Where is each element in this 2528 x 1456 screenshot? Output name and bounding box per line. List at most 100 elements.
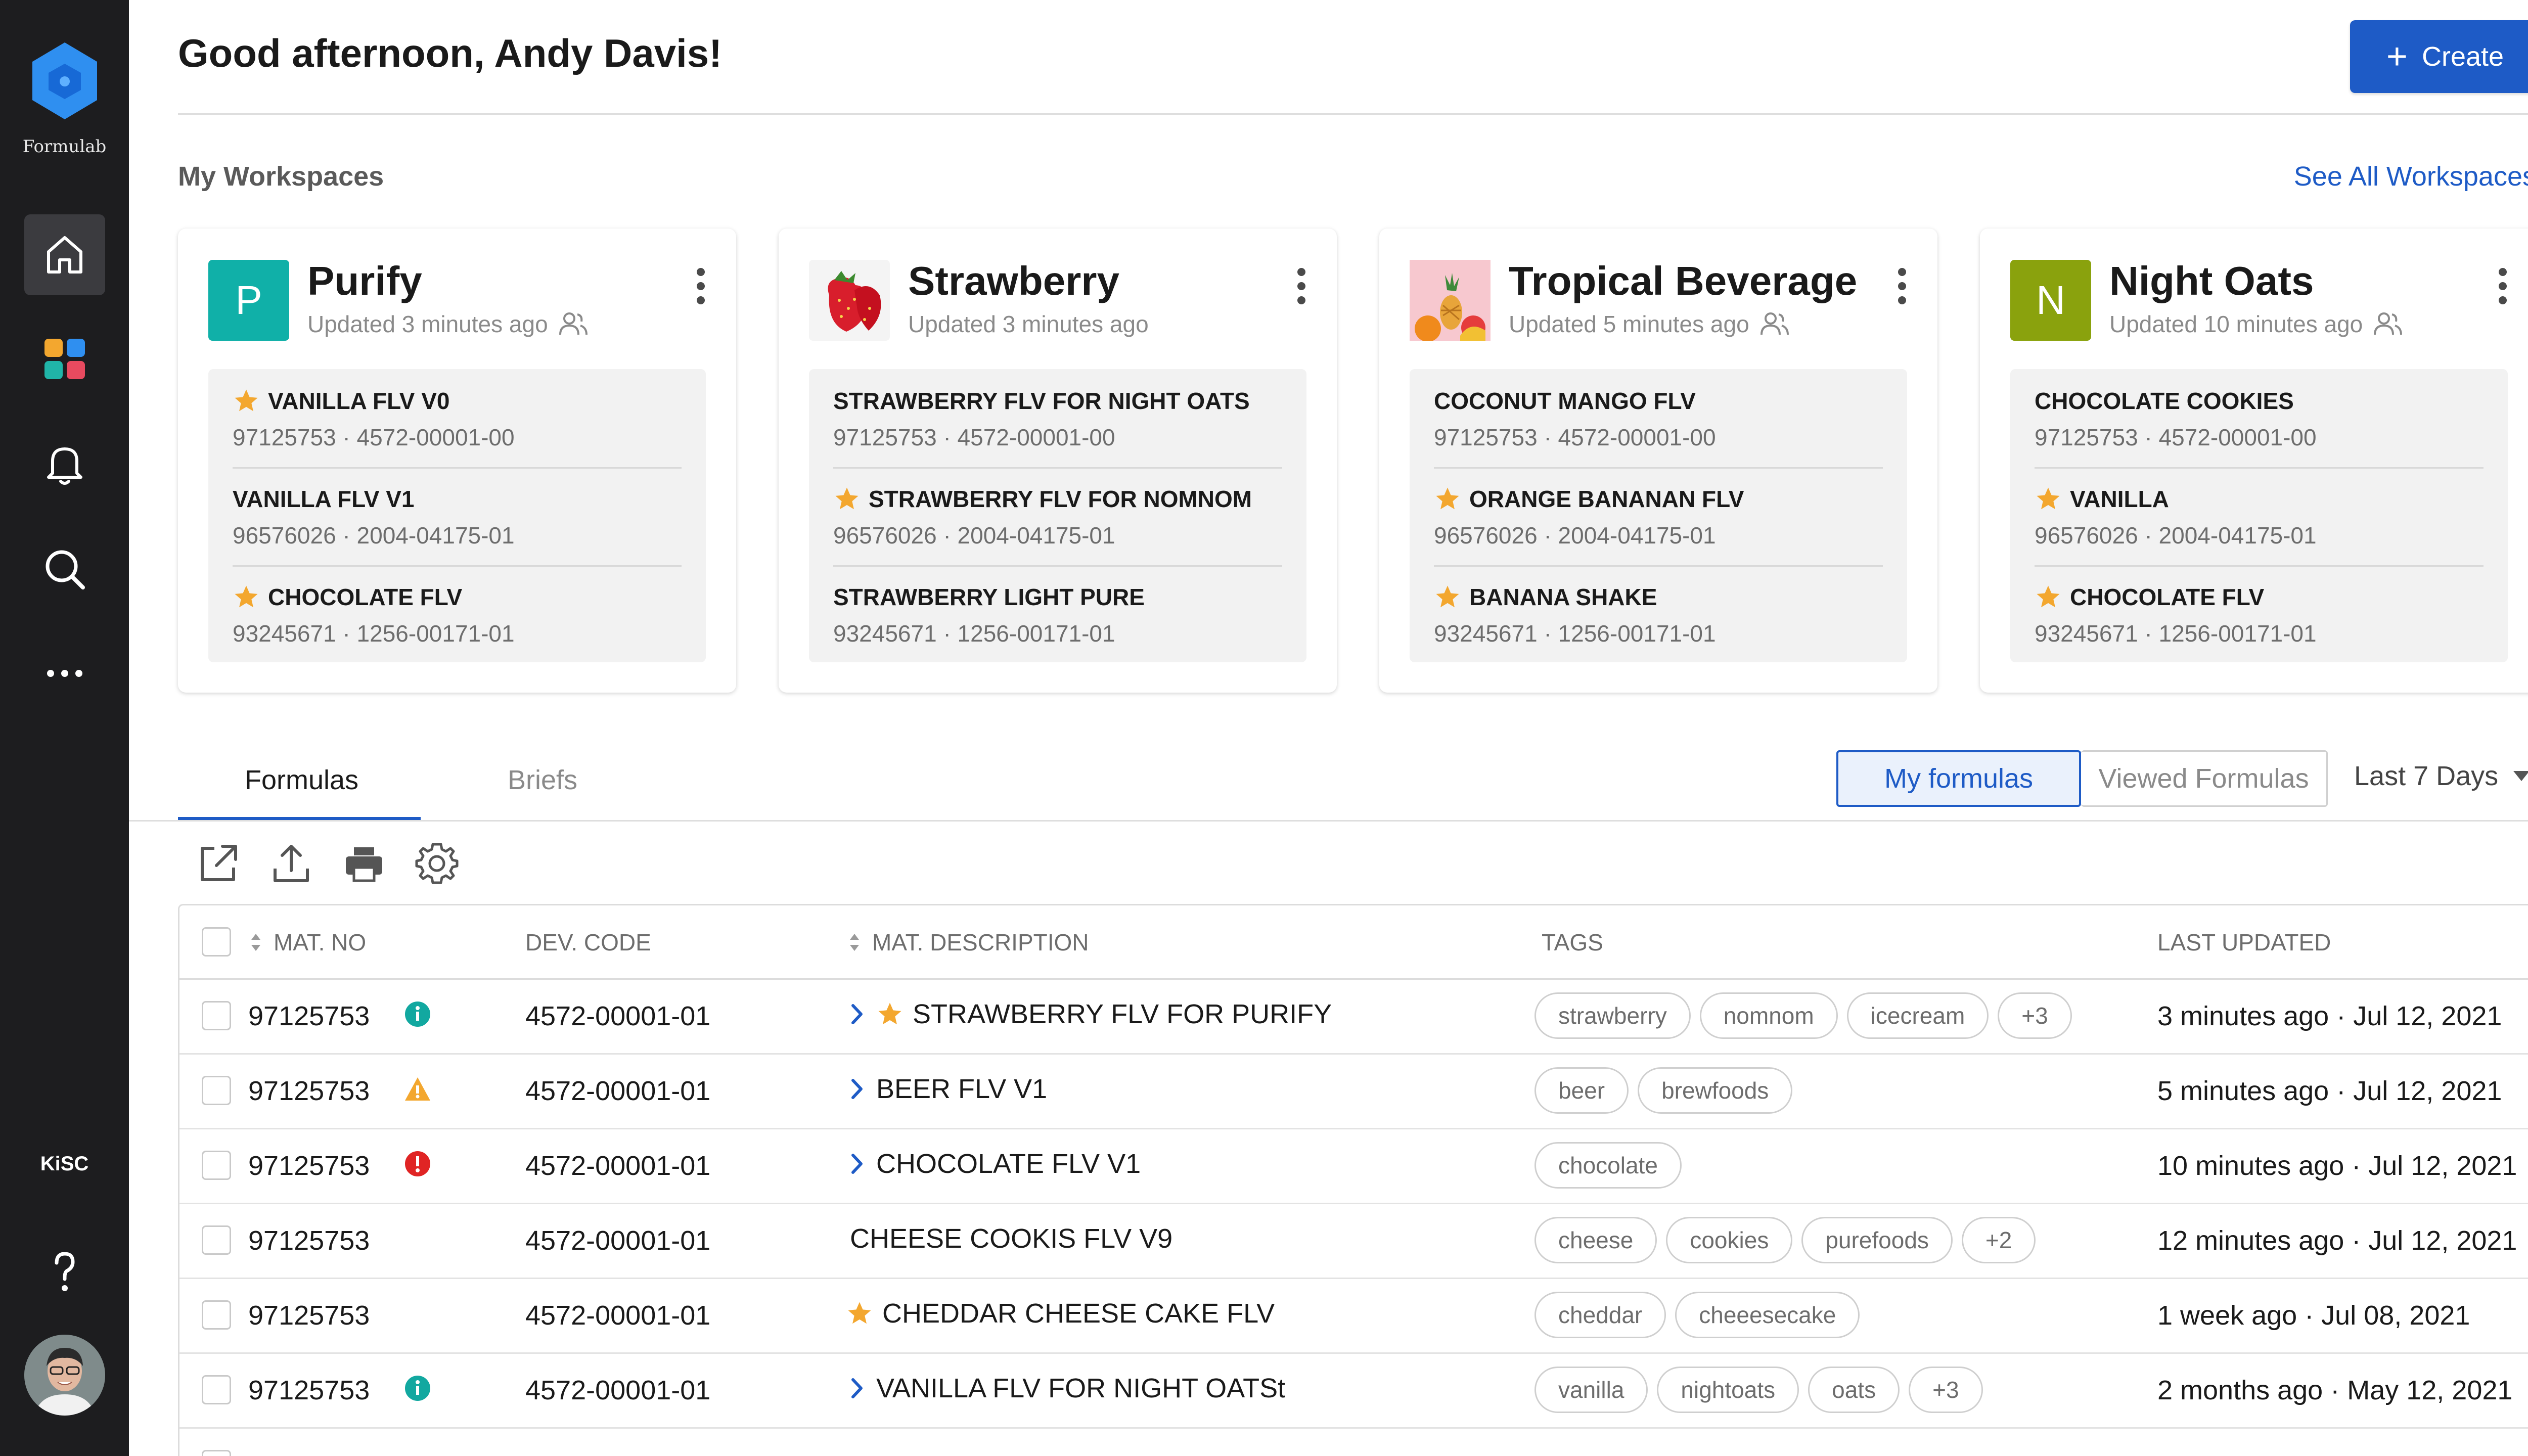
nav-notifications[interactable] xyxy=(24,423,105,504)
tab-formulas[interactable]: Formulas xyxy=(245,765,359,795)
user-avatar[interactable] xyxy=(24,1335,105,1416)
table-row[interactable]: 97125753 4572-00001-01 VANILLA FLV FOR N… xyxy=(179,1352,2528,1429)
bell-icon xyxy=(47,447,82,485)
tag-more[interactable]: +3 xyxy=(1909,1367,1983,1413)
workspace-menu-icon[interactable] xyxy=(2498,268,2508,308)
workspace-card-tropical-beverage[interactable]: Tropical Beverage Updated 5 minutes ago … xyxy=(1379,229,1937,693)
workspace-item[interactable]: VANILLA FLV V1 96576026 · 2004-04175-01 xyxy=(233,467,682,563)
workspace-card-strawberry[interactable]: Strawberry Updated 3 minutes ago STRAWBE… xyxy=(779,229,1337,693)
item-name: CHOCOLATE COOKIES xyxy=(2035,388,2294,414)
workspace-menu-icon[interactable] xyxy=(696,268,706,308)
create-button[interactable]: + Create xyxy=(2350,20,2528,93)
row-checkbox[interactable] xyxy=(202,1225,231,1255)
table-row[interactable]: 97125753 4572-00001-01 BEER FLV V1 beer … xyxy=(179,1053,2528,1129)
tag[interactable]: cookies xyxy=(1666,1217,1793,1263)
nav-apps[interactable] xyxy=(24,318,105,399)
my-formulas-toggle[interactable]: My formulas xyxy=(1836,750,2081,807)
chevron-right-icon[interactable] xyxy=(847,1376,867,1401)
row-checkbox[interactable] xyxy=(202,1076,231,1105)
mat-description[interactable]: BEER FLV V1 xyxy=(847,1073,1047,1105)
date-range-select[interactable]: Last 7 Days xyxy=(2354,760,2528,792)
tag[interactable]: icecream xyxy=(1846,992,1989,1039)
upload-button[interactable] xyxy=(267,839,315,888)
tag[interactable]: cheddar xyxy=(1534,1292,1666,1338)
item-name: VANILLA FLV V0 xyxy=(268,388,450,414)
mat-description[interactable]: CHEESE COOKIS FLV V9 xyxy=(850,1223,1172,1254)
mat-description[interactable]: CHEDDAR CHEESE CAKE FLV xyxy=(846,1298,1275,1329)
workspace-item[interactable]: BANANA SHAKE 93245671 · 1256-00171-01 xyxy=(1434,565,1883,661)
nav-more[interactable] xyxy=(24,633,105,714)
warning-icon[interactable] xyxy=(404,1075,431,1103)
tag[interactable]: strawberry xyxy=(1534,992,1691,1039)
settings-button[interactable] xyxy=(413,839,461,888)
org-label[interactable]: KiSC xyxy=(40,1153,89,1175)
tag[interactable]: cheese xyxy=(1534,1217,1657,1263)
workspace-item[interactable]: CHOCOLATE FLV 93245671 · 1256-00171-01 xyxy=(2035,565,2484,661)
chevron-right-icon[interactable] xyxy=(847,1002,867,1027)
strawberry-image xyxy=(809,260,890,341)
col-tags-label: TAGS xyxy=(1542,929,1603,956)
tag-more[interactable]: +2 xyxy=(1961,1217,2036,1263)
row-checkbox[interactable] xyxy=(202,1375,231,1404)
workspace-item[interactable]: CHOCOLATE COOKIES 97125753 · 4572-00001-… xyxy=(2035,369,2484,465)
workspace-item[interactable]: ORANGE BANANAN FLV 96576026 · 2004-04175… xyxy=(1434,467,1883,563)
tag[interactable]: brewfoods xyxy=(1638,1067,1793,1114)
tag[interactable]: vanilla xyxy=(1534,1367,1648,1413)
table-row[interactable]: 97125753 4572-00001-01 CHEESE COOKIS FLV… xyxy=(179,1203,2528,1279)
tag[interactable]: cheeesecake xyxy=(1675,1292,1860,1338)
dev-code: 4572-00001-01 xyxy=(525,1225,711,1256)
last-updated: 5 minutes ago · Jul 12, 2021 xyxy=(2157,1076,2502,1106)
mat-description[interactable]: CHOCOLATE FLV V1 xyxy=(847,1148,1141,1179)
tag[interactable]: purefoods xyxy=(1801,1217,1953,1263)
workspace-card-night-oats[interactable]: N Night Oats Updated 10 minutes ago CHOC… xyxy=(1980,229,2528,693)
tag[interactable]: beer xyxy=(1534,1067,1629,1114)
row-checkbox[interactable] xyxy=(202,1300,231,1330)
star-icon xyxy=(235,585,258,608)
star-icon xyxy=(848,1302,871,1324)
table-row[interactable]: 97125753 4572-00001-01 STRAWBERRY FLV FO… xyxy=(179,978,2528,1055)
viewed-formulas-toggle[interactable]: Viewed Formulas xyxy=(2081,750,2328,807)
chevron-right-icon[interactable] xyxy=(847,1151,867,1176)
print-button[interactable] xyxy=(340,839,388,888)
table-row[interactable]: 97125753 4572-00001-01 CHOCOLATE FLV V1 … xyxy=(179,1128,2528,1204)
workspace-item[interactable]: CHOCOLATE FLV 93245671 · 1256-00171-01 xyxy=(233,565,682,661)
tag[interactable]: nightoats xyxy=(1657,1367,1799,1413)
nav-home[interactable] xyxy=(24,214,105,295)
chevron-right-icon[interactable] xyxy=(847,1076,867,1102)
mat-description[interactable]: STRAWBERRY FLV FOR PURIFY xyxy=(847,998,1332,1030)
tag-more[interactable]: +3 xyxy=(1998,992,2072,1039)
see-all-workspaces-link[interactable]: See All Workspaces xyxy=(2293,161,2528,192)
item-meta: 96576026 · 2004-04175-01 xyxy=(833,522,1115,549)
workspace-item[interactable]: VANILLA FLV V0 97125753 · 4572-00001-00 xyxy=(233,369,682,465)
formulab-logo-icon[interactable] xyxy=(28,40,101,121)
workspace-menu-icon[interactable] xyxy=(1296,268,1306,308)
col-mat-description[interactable]: MAT. DESCRIPTION xyxy=(847,929,1089,956)
item-meta: 93245671 · 1256-00171-01 xyxy=(833,620,1115,647)
mat-description[interactable]: VANILLA FLV FOR NIGHT OATSt xyxy=(847,1373,1285,1404)
workspace-menu-icon[interactable] xyxy=(1897,268,1907,308)
row-checkbox[interactable] xyxy=(202,1450,231,1456)
row-checkbox[interactable] xyxy=(202,1151,231,1180)
workspace-item[interactable]: VANILLA 96576026 · 2004-04175-01 xyxy=(2035,467,2484,563)
workspace-item[interactable]: COCONUT MANGO FLV 97125753 · 4572-00001-… xyxy=(1434,369,1883,465)
workspace-card-purify[interactable]: P Purify Updated 3 minutes ago VANILLA F… xyxy=(178,229,736,693)
error-icon[interactable] xyxy=(404,1150,431,1177)
tag[interactable]: oats xyxy=(1808,1367,1900,1413)
dev-code: 4572-00001-01 xyxy=(525,1151,711,1181)
info-icon[interactable] xyxy=(404,1375,431,1402)
workspace-item[interactable]: STRAWBERRY FLV FOR NIGHT OATS 97125753 ·… xyxy=(833,369,1282,465)
table-row[interactable]: 97125753 4572-00001-01 CHEDDAR CHEESE CA… xyxy=(179,1278,2528,1354)
nav-search[interactable] xyxy=(24,529,105,610)
col-mat-no[interactable]: MAT. NO xyxy=(248,929,366,956)
tag[interactable]: nomnom xyxy=(1699,992,1838,1039)
tab-briefs[interactable]: Briefs xyxy=(508,765,578,795)
table-row[interactable] xyxy=(179,1427,2528,1456)
workspace-item[interactable]: STRAWBERRY FLV FOR NOMNOM 96576026 · 200… xyxy=(833,467,1282,563)
workspace-item[interactable]: STRAWBERRY LIGHT PURE 93245671 · 1256-00… xyxy=(833,565,1282,661)
open-external-button[interactable] xyxy=(194,839,243,888)
nav-help[interactable] xyxy=(24,1231,105,1311)
select-all-checkbox[interactable] xyxy=(202,927,231,957)
info-icon[interactable] xyxy=(404,1000,431,1028)
tag[interactable]: chocolate xyxy=(1534,1142,1682,1189)
row-checkbox[interactable] xyxy=(202,1001,231,1030)
